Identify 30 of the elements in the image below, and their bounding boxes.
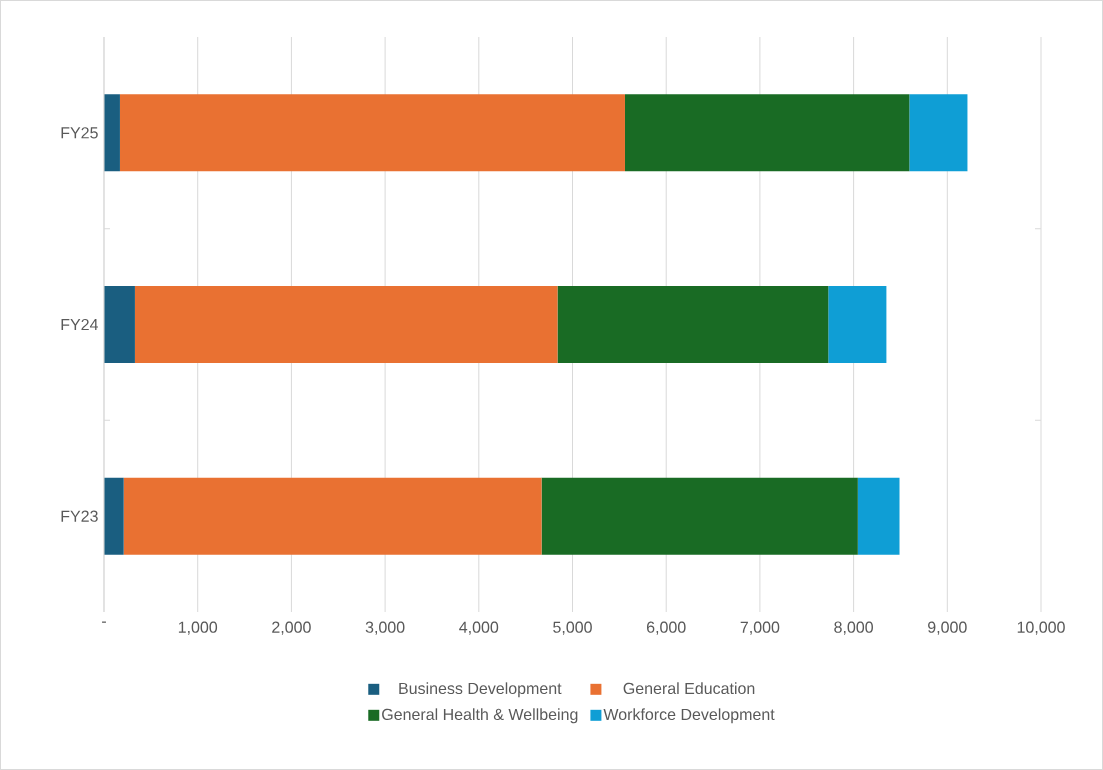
x-tick-label: 1,000 — [178, 621, 218, 635]
bar — [857, 477, 900, 555]
x-tick-label: 9,000 — [928, 621, 967, 635]
y-tick-label: FY23 — [61, 510, 98, 522]
bar — [104, 94, 120, 172]
x-tick-label: - — [102, 621, 106, 623]
y-tick-label: FY25 — [61, 127, 98, 139]
bar — [134, 286, 558, 363]
bar — [119, 94, 625, 172]
bar — [828, 286, 887, 363]
x-tick-label: 5,000 — [553, 621, 592, 635]
legend-label: General Education — [623, 682, 755, 695]
x-tick-label: 3,000 — [365, 621, 405, 635]
bar — [541, 477, 858, 555]
x-tick-label: 8,000 — [834, 621, 873, 635]
bar — [909, 94, 968, 172]
y-tick-label: FY24 — [61, 318, 98, 331]
x-tick-label: 7,000 — [740, 621, 780, 635]
x-tick-label: 6,000 — [647, 621, 686, 635]
legend-label: Workforce Development — [603, 708, 775, 724]
x-tick-label: 2,000 — [272, 621, 311, 635]
bar — [104, 286, 135, 363]
bar — [557, 286, 829, 363]
bar — [624, 94, 910, 172]
legend-label: General Health & Wellbeing — [382, 708, 578, 724]
bar — [123, 477, 542, 555]
x-tick-label: 10,000 — [1017, 621, 1065, 635]
legend-label: Business Development — [399, 682, 562, 698]
x-tick-label: 4,000 — [459, 621, 499, 635]
bar — [104, 477, 124, 555]
